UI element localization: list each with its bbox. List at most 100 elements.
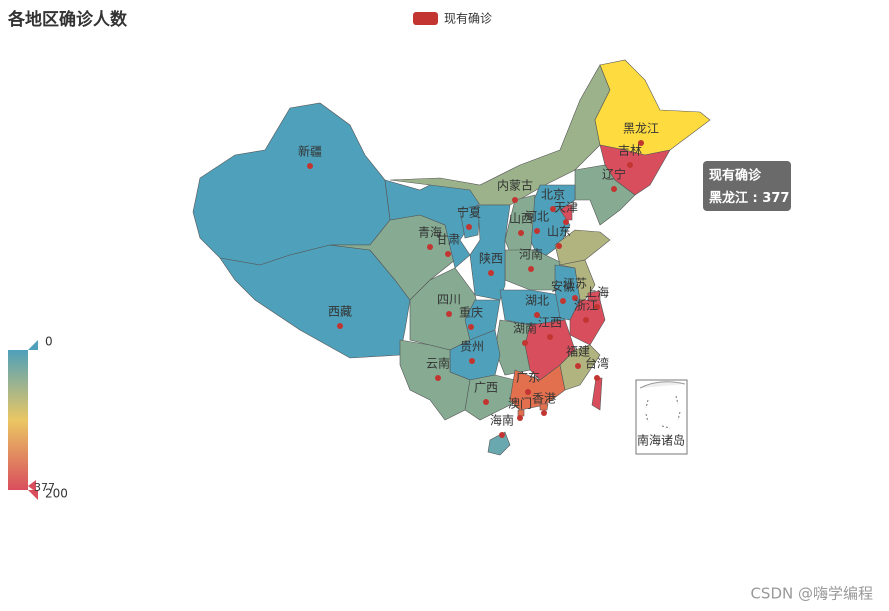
province-label: 新疆 [298,144,322,159]
province-label: 云南 [426,356,450,371]
province-dot [572,295,578,301]
province-label: 河北 [525,210,549,224]
province-label: 四川 [437,293,461,307]
province-label: 澳门 [508,396,532,411]
province-dot [488,270,494,276]
chart-title: 各地区确诊人数 [7,9,128,30]
visual-map-label: 0 [45,335,53,349]
province-dot [427,244,433,250]
province [509,364,566,411]
visual-map-bar [8,350,28,490]
province-label: 山西 [509,212,533,226]
province-dot [499,432,505,438]
province-label: 青海 [418,225,442,240]
province-dot [446,311,452,317]
province [192,102,391,266]
tooltip-part: 377 [762,191,789,206]
province-label: 浙江 [574,299,598,313]
province-label: 西藏 [328,305,352,319]
province-label: 安徽 [551,279,575,294]
tooltip-part: : [748,191,762,206]
province-dot [575,363,581,369]
province-dot [547,334,553,340]
province-label: 香港 [532,392,556,406]
province-label: 北京 [541,188,565,202]
province-dot [518,230,524,236]
provinces [192,59,711,456]
province-dot [435,375,441,381]
province-label: 广西 [474,381,498,395]
province-label: 江苏 [563,277,587,291]
province-label: 重庆 [459,306,483,320]
province-dot [541,410,547,416]
tooltip-line: 黑龙江 : 377 [709,190,789,206]
province-label: 陕西 [479,251,503,266]
province-dot [560,298,566,304]
province-dot [445,251,451,257]
province-label: 江西 [538,316,562,330]
province-dot [534,228,540,234]
province-dot [525,389,531,395]
province-dot [528,266,534,272]
visual-map-label: 200 [45,487,68,501]
province-dot [611,186,617,192]
province [487,431,511,456]
province-label: 山东 [547,225,571,239]
province-label: 辽宁 [602,167,626,182]
province-dot [583,317,589,323]
province [219,244,411,359]
province-dot [638,140,644,146]
legend-swatch [413,12,438,25]
province [517,409,525,417]
province [594,59,711,156]
visual-map-pointer [28,480,36,492]
province-dot [627,162,633,168]
inset-coast [639,381,686,389]
legend-label: 现有确诊 [444,12,492,26]
tooltip-title: 现有确诊 [709,168,762,184]
province-label: 河南 [519,247,543,262]
province-dot [550,206,556,212]
visual-map-pointer-label: 377 [34,481,55,494]
province-dot [483,399,489,405]
province [574,164,636,226]
province-dot [469,358,475,364]
tooltip-box [703,161,791,211]
province-dot [594,375,600,381]
visual-map-handle [28,340,38,350]
province [591,377,603,411]
province-dot [534,312,540,318]
province-dot [337,323,343,329]
province-label: 湖南 [513,321,537,336]
province-dot [594,304,600,310]
province-dot [468,324,474,330]
province-dot [512,197,518,203]
inset-label: 南海诸岛 [637,433,685,448]
province-label: 吉林 [618,144,642,158]
province-dot [522,340,528,346]
province-dot [466,224,472,230]
province [539,403,549,411]
inset-dashes [645,395,681,429]
visual-map-handle [28,490,38,500]
province-label: 贵州 [460,340,484,354]
province-label: 内蒙古 [497,178,533,193]
province-label: 海南 [490,413,514,428]
province-dot [517,415,523,421]
south-china-sea-inset: 南海诸岛 [635,379,688,455]
province-label: 上海 [585,285,609,300]
province-label: 湖北 [525,293,549,308]
province-dot [307,163,313,169]
province-dot [556,243,562,249]
province [459,204,481,239]
province-label: 宁夏 [457,205,481,220]
watermark: CSDN @嗨学编程 [750,585,873,603]
province-label: 甘肃 [436,233,460,247]
province-label: 台湾 [585,356,609,371]
province-label: 黑龙江 [623,122,659,136]
province [464,374,521,421]
tooltip-part: 黑龙江 [709,190,748,206]
